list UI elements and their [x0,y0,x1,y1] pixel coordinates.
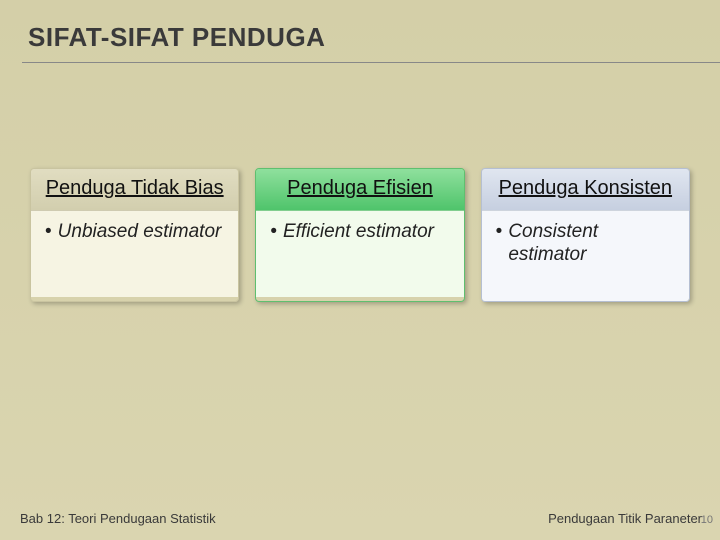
card-header-efficient: Penduga Efisien [256,169,463,211]
title-underline [22,62,720,63]
page-number: 10 [701,514,713,526]
card-header-consistent: Penduga Konsisten [482,169,689,211]
card-body-unbiased: • Unbiased estimator [31,211,238,297]
slide-title: SIFAT-SIFAT PENDUGA [0,0,720,57]
bullet-icon: • [270,221,277,244]
card-body-text-unbiased: Unbiased estimator [58,221,222,244]
bullet-icon: • [496,221,503,244]
cards-container: Penduga Tidak Bias • Unbiased estimator … [30,168,690,302]
card-body-efficient: • Efficient estimator [256,211,463,297]
footer-right: Pendugaan Titik Paraneter [548,511,702,526]
card-body-text-efficient: Efficient estimator [283,221,434,244]
footer-left: Bab 12: Teori Pendugaan Statistik [20,511,216,526]
card-header-unbiased: Penduga Tidak Bias [31,169,238,211]
card-unbiased: Penduga Tidak Bias • Unbiased estimator [30,168,239,302]
card-consistent: Penduga Konsisten • Consistent estimator [481,168,690,302]
card-body-text-consistent: Consistent estimator [508,221,675,267]
card-body-consistent: • Consistent estimator [482,211,689,301]
bullet-icon: • [45,221,52,244]
card-efficient: Penduga Efisien • Efficient estimator [255,168,464,302]
